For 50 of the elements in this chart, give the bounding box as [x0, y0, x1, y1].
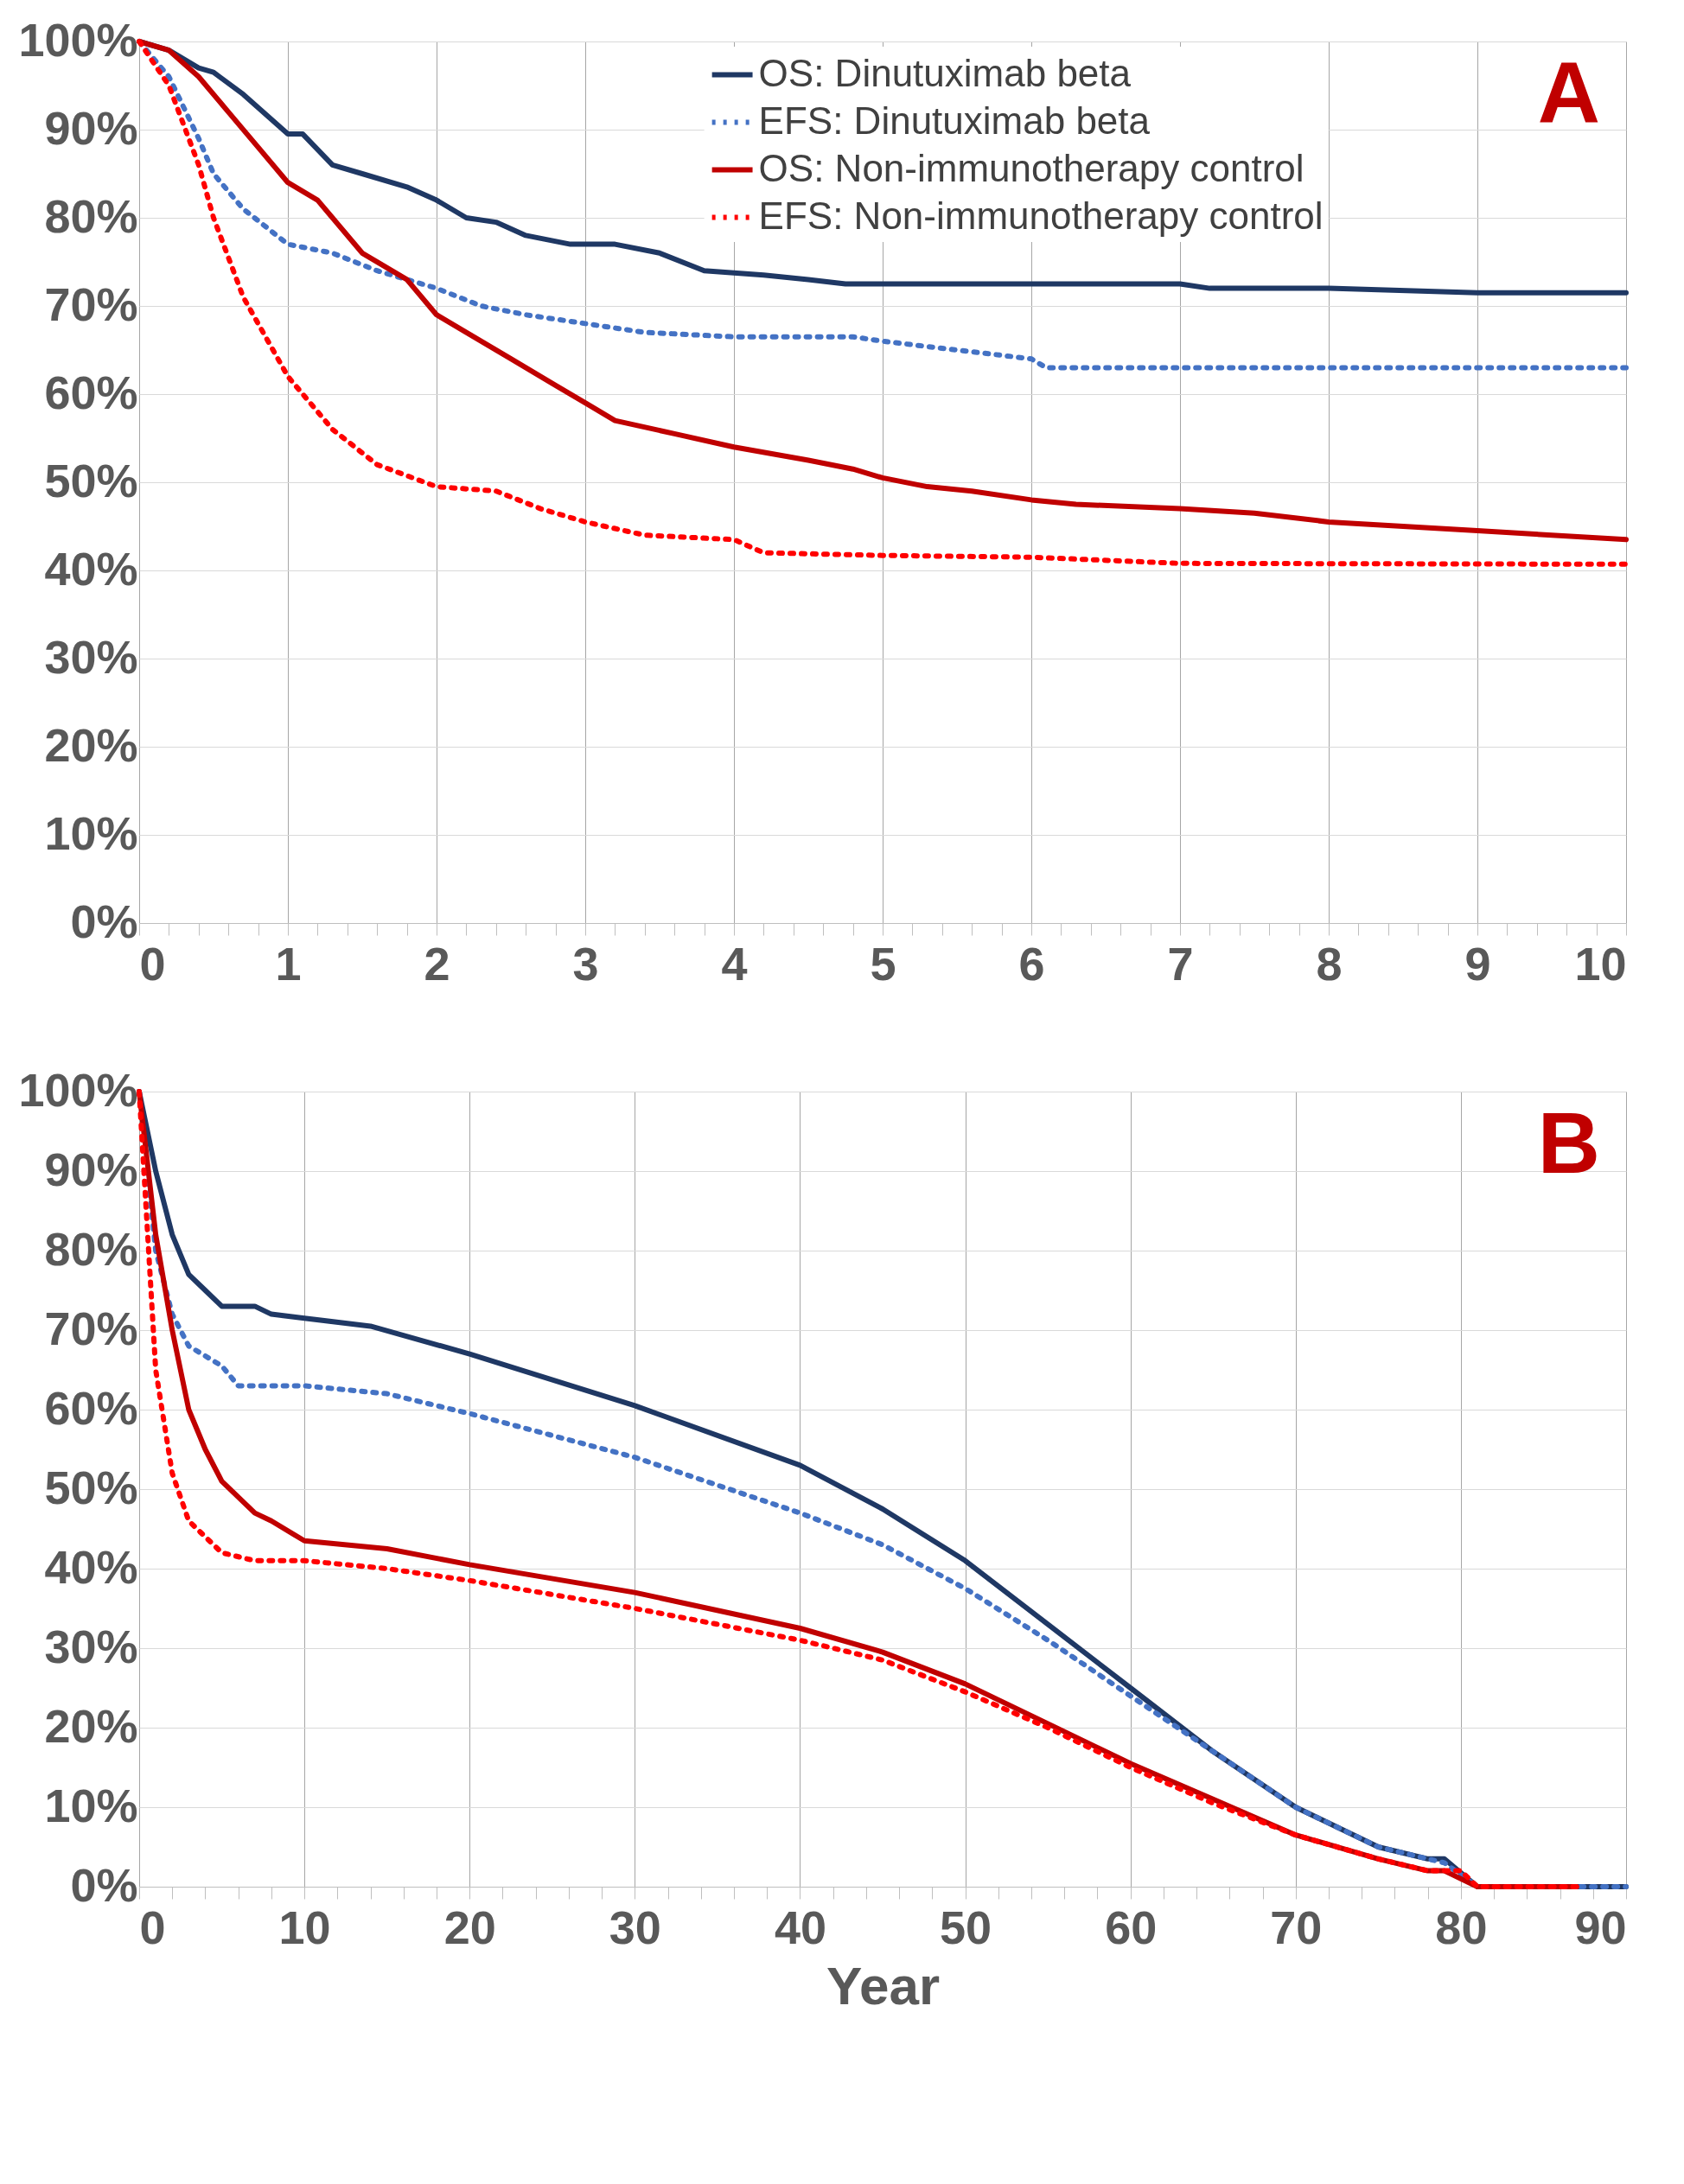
y-tick-label: 40% — [44, 542, 138, 595]
x-tick-label: 10 — [278, 1901, 331, 1953]
x-tick-label: 6 — [1018, 937, 1045, 990]
x-tick-label: 30 — [609, 1901, 661, 1953]
x-tick-label: 10 — [1574, 937, 1627, 990]
y-tick-label: 70% — [44, 277, 138, 330]
annotation: A — [1537, 44, 1600, 141]
x-tick-label: 90 — [1574, 1901, 1627, 1953]
x-tick-label: 5 — [870, 937, 896, 990]
x-tick-label: 9 — [1464, 937, 1491, 990]
x-tick-label: 20 — [443, 1901, 496, 1953]
x-tick-label: 3 — [572, 937, 599, 990]
x-tick-label: 0 — [139, 1901, 166, 1953]
y-tick-label: 10% — [44, 806, 138, 859]
y-tick-label: 20% — [44, 718, 138, 771]
legend-label: OS: Non-immunotherapy control — [758, 146, 1304, 189]
x-axis-title: Year — [826, 1955, 941, 2015]
y-tick-label: 100% — [18, 13, 138, 66]
x-tick-label: 1 — [275, 937, 302, 990]
x-tick-label: 80 — [1435, 1901, 1488, 1953]
y-tick-label: 40% — [44, 1540, 138, 1593]
x-tick-label: 70 — [1270, 1901, 1323, 1953]
y-tick-label: 90% — [44, 1143, 138, 1195]
legend-label: EFS: Dinutuximab beta — [758, 99, 1151, 142]
y-tick-label: 80% — [44, 1222, 138, 1275]
legend-label: EFS: Non-immunotherapy control — [758, 194, 1324, 237]
x-tick-label: 2 — [424, 937, 450, 990]
legend-label: OS: Dinutuximab beta — [758, 51, 1132, 94]
y-tick-label: 50% — [44, 454, 138, 506]
x-tick-label: 50 — [940, 1901, 992, 1953]
y-tick-label: 0% — [70, 1858, 138, 1911]
x-tick-label: 60 — [1105, 1901, 1158, 1953]
x-tick-label: 0 — [139, 937, 166, 990]
y-tick-label: 30% — [44, 1620, 138, 1672]
y-tick-label: 20% — [44, 1699, 138, 1752]
y-tick-label: 50% — [44, 1461, 138, 1513]
x-tick-label: 7 — [1167, 937, 1194, 990]
y-tick-label: 30% — [44, 630, 138, 683]
y-tick-label: 80% — [44, 189, 138, 242]
x-tick-label: 40 — [774, 1901, 826, 1953]
y-tick-label: 70% — [44, 1302, 138, 1354]
x-tick-label: 8 — [1316, 937, 1343, 990]
y-tick-label: 10% — [44, 1779, 138, 1831]
annotation: B — [1537, 1094, 1600, 1191]
y-tick-label: 0% — [70, 895, 138, 947]
y-tick-label: 60% — [44, 366, 138, 418]
y-tick-label: 100% — [18, 1063, 138, 1116]
x-tick-label: 4 — [721, 937, 748, 990]
y-tick-label: 90% — [44, 101, 138, 154]
y-tick-label: 60% — [44, 1381, 138, 1434]
